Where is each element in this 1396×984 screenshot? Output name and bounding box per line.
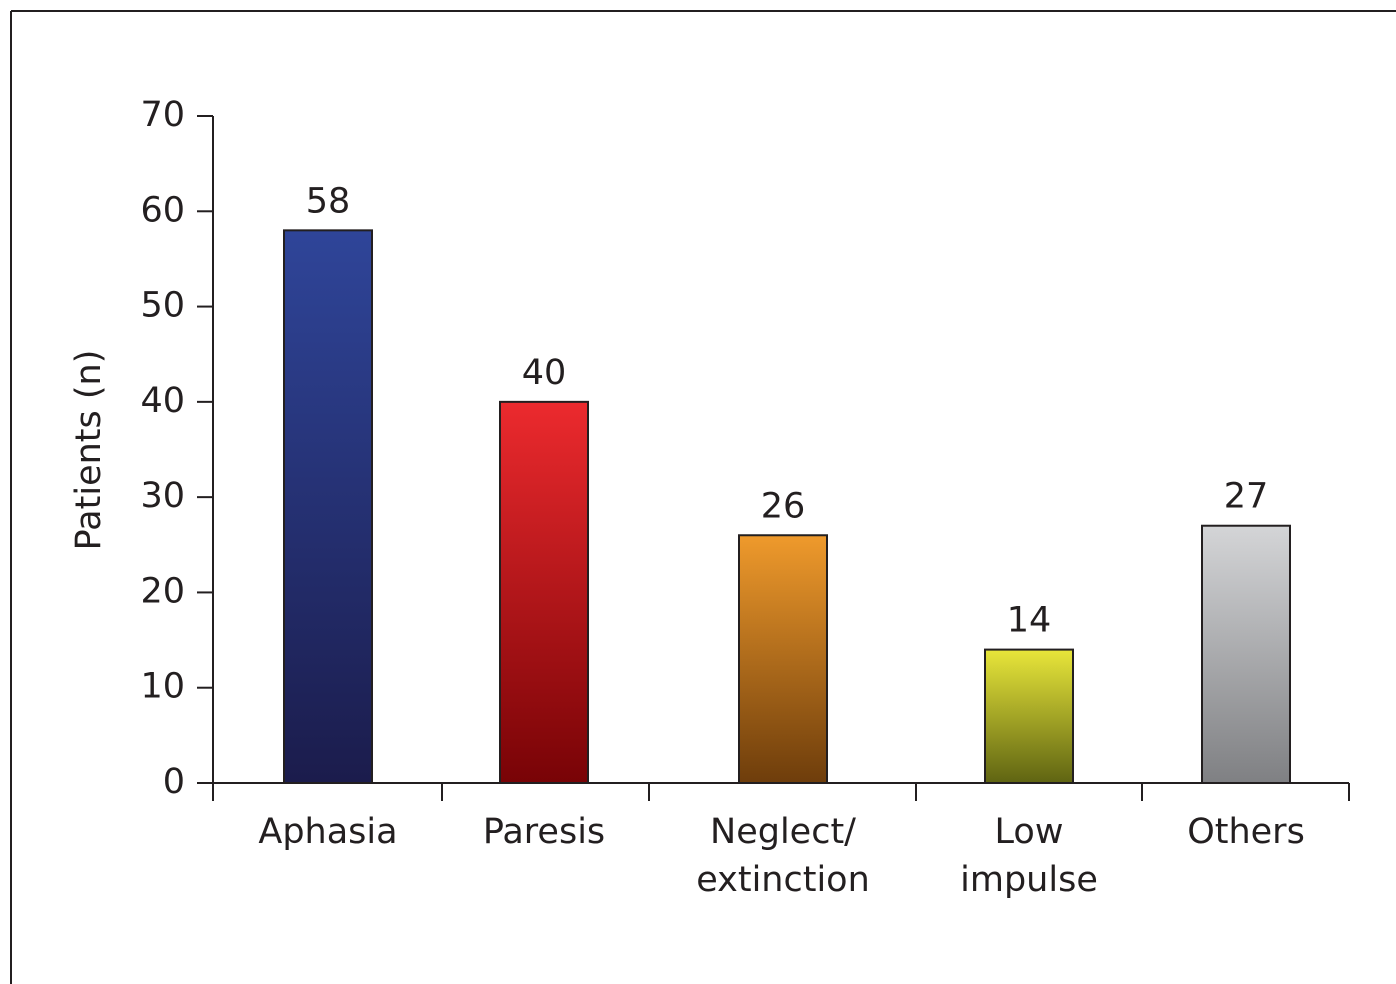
value-label: 26 <box>761 486 806 526</box>
y-tick-label: 40 <box>140 381 185 421</box>
bar <box>499 400 589 784</box>
value-label: 58 <box>306 181 351 221</box>
y-tick-label: 30 <box>140 476 185 516</box>
y-tick-label: 50 <box>140 286 185 326</box>
value-label: 27 <box>1224 477 1269 517</box>
value-label: 40 <box>522 353 567 393</box>
bar <box>283 229 373 785</box>
x-tick-label: Aphasia <box>258 812 397 852</box>
y-tick-label: 20 <box>140 571 185 611</box>
x-tick-label: Others <box>1187 812 1305 852</box>
y-tick-label: 60 <box>140 190 185 230</box>
bar <box>984 648 1074 784</box>
bar <box>738 534 828 784</box>
y-tick-label: 10 <box>140 667 185 707</box>
bar <box>1201 524 1291 784</box>
y-tick-label: 0 <box>163 762 185 802</box>
x-tick-label: Low impulse <box>960 812 1098 900</box>
y-axis-label: Patients (n) <box>69 350 109 551</box>
x-tick-label: Paresis <box>483 812 605 852</box>
value-label: 14 <box>1007 601 1052 641</box>
y-tick-label: 70 <box>140 95 185 135</box>
x-tick-label: Neglect/extinction <box>696 812 870 900</box>
